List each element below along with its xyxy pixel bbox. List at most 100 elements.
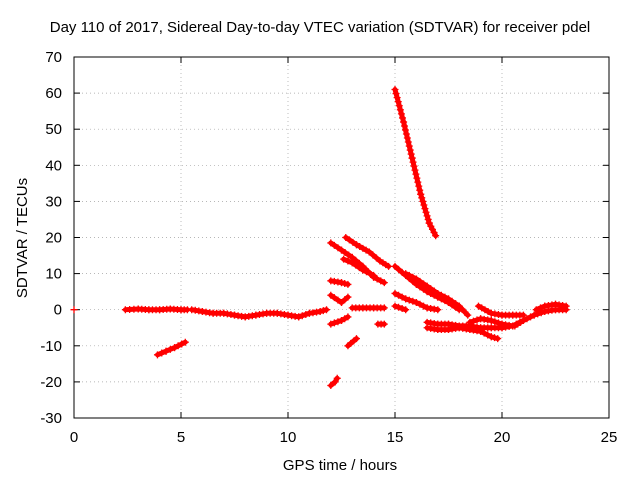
data-point xyxy=(487,333,495,341)
data-point xyxy=(380,279,388,287)
data-point xyxy=(402,295,410,303)
data-point xyxy=(162,347,170,355)
data-point xyxy=(445,295,452,303)
data-point xyxy=(334,296,342,304)
data-point xyxy=(372,254,380,262)
data-point xyxy=(153,351,161,359)
series-trace-q xyxy=(391,289,442,314)
y-tick-label: -30 xyxy=(40,410,62,427)
data-point xyxy=(393,94,401,102)
y-tick-label: -20 xyxy=(40,374,62,391)
data-point xyxy=(331,378,339,386)
data-point xyxy=(334,244,342,252)
data-point xyxy=(409,158,417,166)
data-point xyxy=(370,271,378,279)
data-point xyxy=(402,130,410,138)
data-point xyxy=(295,313,303,321)
data-point xyxy=(391,262,399,270)
data-point xyxy=(319,307,327,315)
series-trace-r xyxy=(391,302,410,314)
axes xyxy=(73,56,610,419)
data-point xyxy=(418,194,426,202)
x-tick-label: 10 xyxy=(280,429,297,446)
chart-title: Day 110 of 2017, Sidereal Day-to-day VTE… xyxy=(49,19,591,36)
data-point xyxy=(420,201,428,209)
data-point xyxy=(432,232,440,240)
data-point xyxy=(316,308,324,316)
data-point xyxy=(441,293,449,301)
series-trace-m xyxy=(374,320,388,328)
data-point xyxy=(406,146,414,154)
data-point xyxy=(340,255,348,263)
data-point xyxy=(352,335,360,343)
x-axis-label: GPS time / hours xyxy=(282,457,398,474)
data-point xyxy=(401,122,409,130)
y-tick-label: 10 xyxy=(45,266,62,283)
data-point xyxy=(302,311,310,319)
data-point xyxy=(537,304,545,312)
data-point xyxy=(423,212,431,220)
series-trace-h xyxy=(344,335,360,350)
series-trace-n xyxy=(391,85,440,240)
data-point xyxy=(327,382,335,390)
data-point xyxy=(527,313,535,321)
y-tick-label: 0 xyxy=(54,302,62,319)
series-trace-a xyxy=(121,305,191,314)
data-point xyxy=(537,309,545,317)
data-point xyxy=(491,334,499,342)
data-point xyxy=(420,302,428,310)
series-isolated xyxy=(70,306,78,314)
data-point xyxy=(469,317,477,325)
data-point xyxy=(532,306,540,314)
data-point xyxy=(487,317,495,325)
series-trace-e xyxy=(327,277,352,288)
data-point xyxy=(410,162,418,170)
data-point xyxy=(327,291,335,299)
data-point xyxy=(344,313,352,321)
data-point xyxy=(402,270,410,278)
data-point xyxy=(494,319,502,327)
y-tick-label: 70 xyxy=(45,49,62,66)
data-point xyxy=(402,306,410,314)
data-point xyxy=(416,300,424,308)
data-point xyxy=(452,300,460,308)
data-point xyxy=(411,166,419,174)
data-point xyxy=(530,311,538,319)
series-trace-f xyxy=(327,291,352,306)
data-point xyxy=(412,298,420,306)
data-point xyxy=(70,306,78,314)
data-point xyxy=(398,304,406,312)
data-point xyxy=(369,251,377,259)
y-tick-label: 50 xyxy=(45,121,62,138)
data-point xyxy=(395,102,403,110)
series-trace-b xyxy=(188,306,331,321)
data-point xyxy=(562,302,570,310)
data-point xyxy=(349,238,357,246)
data-point xyxy=(409,297,417,305)
series-trace-v xyxy=(474,302,527,319)
data-point xyxy=(421,205,429,213)
data-point xyxy=(405,271,413,279)
data-point xyxy=(373,275,381,283)
series-trace-k xyxy=(340,255,378,279)
data-point xyxy=(425,219,433,227)
data-point xyxy=(333,374,341,382)
series-trace-w xyxy=(511,306,570,330)
data-point xyxy=(348,259,356,267)
series-trace-t xyxy=(423,324,502,343)
data-point xyxy=(405,142,413,150)
data-point xyxy=(403,134,411,142)
series-line xyxy=(345,336,359,349)
data-point xyxy=(380,320,388,328)
data-point xyxy=(359,266,367,274)
series-trace-d xyxy=(327,374,341,390)
data-point xyxy=(330,294,338,302)
data-point xyxy=(417,190,425,198)
x-tick-label: 0 xyxy=(70,429,78,446)
data-point xyxy=(171,344,179,352)
data-point xyxy=(412,170,420,178)
data-point xyxy=(428,225,436,233)
data-point xyxy=(430,287,438,295)
data-point xyxy=(420,280,428,288)
data-point xyxy=(385,262,393,270)
